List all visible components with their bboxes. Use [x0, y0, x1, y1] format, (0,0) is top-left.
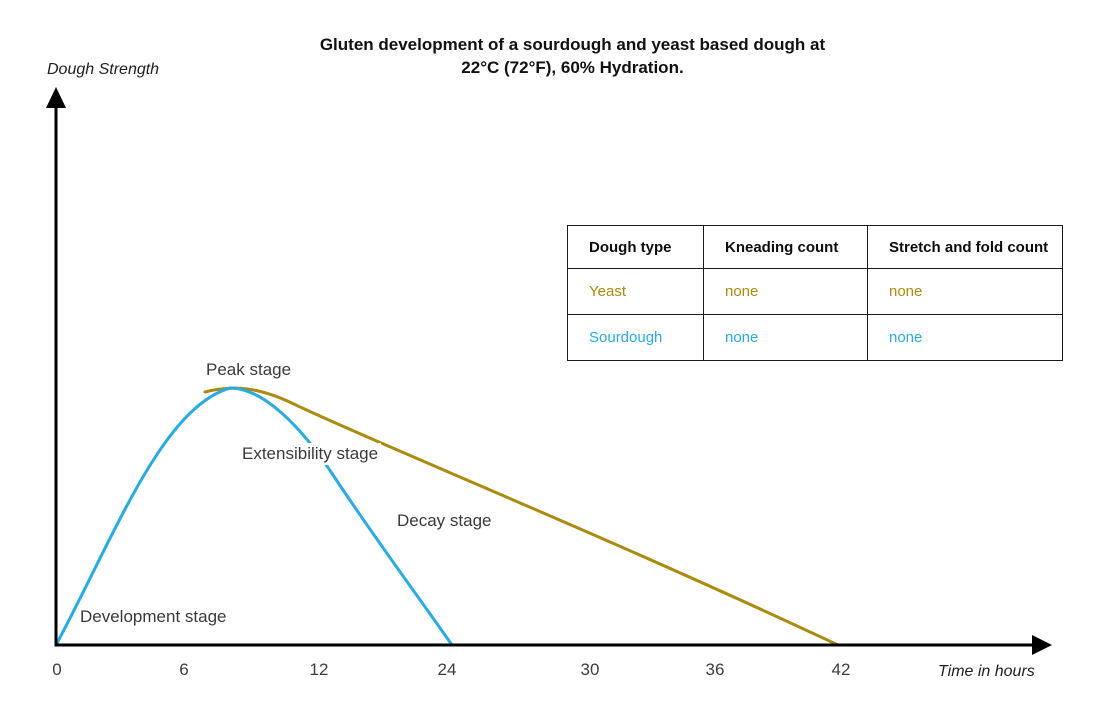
cell-sourdough-kneading: none	[703, 314, 868, 361]
annotation-decay-stage: Decay stage	[397, 511, 492, 530]
x-tick-30: 30	[580, 660, 600, 679]
x-tick-36: 36	[705, 660, 725, 679]
dough-legend-table: Dough type Kneading count Stretch and fo…	[567, 225, 1063, 361]
x-tick-24: 24	[437, 660, 457, 679]
yeast-curve	[203, 386, 840, 647]
annotation-peak-stage: Peak stage	[206, 360, 292, 379]
cell-yeast-stretch-fold: none	[867, 268, 1063, 315]
x-axis-label: Time in hours	[938, 663, 1035, 680]
annotation-extensibility-stage: Extensibility stage	[239, 443, 382, 465]
annotation-development-stage: Development stage	[78, 606, 229, 628]
header-dough-type: Dough type	[567, 225, 704, 269]
x-tick-6: 6	[179, 660, 189, 679]
sourdough-curve	[54, 386, 454, 647]
chart-title-line2: 22°C (72°F), 60% Hydration.	[461, 58, 684, 77]
chart-title: Gluten development of a sourdough and ye…	[285, 33, 860, 79]
x-tick-0: 0	[52, 660, 62, 679]
table-header-row: Dough type Kneading count Stretch and fo…	[567, 225, 1063, 269]
x-axis-arrowhead-icon	[1032, 635, 1052, 655]
x-axis-ticks: 0 6 12 24 30 36 42	[0, 660, 1108, 684]
cell-yeast-kneading: none	[703, 268, 868, 315]
cell-sourdough-stretch-fold: none	[867, 314, 1063, 361]
table-row-yeast: Yeast none none	[567, 268, 1063, 315]
x-tick-12: 12	[309, 660, 329, 679]
header-kneading-count: Kneading count	[703, 225, 868, 269]
y-axis-label: Dough Strength	[47, 61, 160, 78]
y-axis-arrowhead-icon	[46, 87, 66, 108]
cell-sourdough-type: Sourdough	[567, 314, 704, 361]
header-stretch-fold-count: Stretch and fold count	[867, 225, 1063, 269]
chart-title-line1: Gluten development of a sourdough and ye…	[319, 35, 826, 54]
cell-yeast-type: Yeast	[567, 268, 704, 315]
x-tick-42: 42	[831, 660, 851, 679]
table-row-sourdough: Sourdough none none	[567, 314, 1063, 361]
